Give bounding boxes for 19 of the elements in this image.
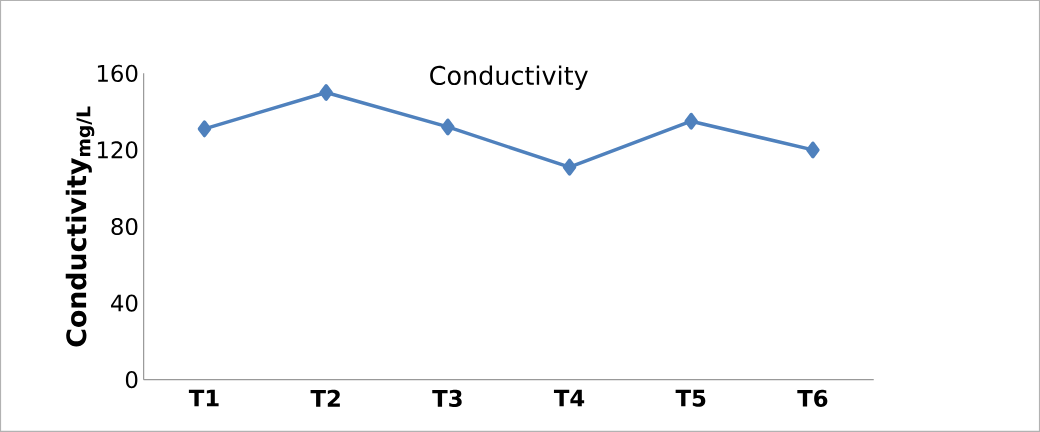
x-tick-label: T1 bbox=[188, 389, 219, 407]
y-axis-title: Conductivity$_{mg/L}$ bbox=[65, 106, 95, 347]
y-tick-label: 0 bbox=[125, 371, 138, 389]
point bbox=[562, 158, 577, 176]
x-tick-label: T3 bbox=[432, 389, 462, 408]
point bbox=[441, 118, 455, 136]
y-tick-label: 120 bbox=[97, 141, 138, 159]
point bbox=[197, 120, 212, 138]
x-tick-label: T6 bbox=[797, 389, 828, 407]
chart-title: Conductivity bbox=[430, 65, 588, 91]
x-tick-label: T2 bbox=[310, 389, 340, 407]
y-tick-label: 40 bbox=[111, 294, 138, 312]
y-tick-label: 160 bbox=[97, 64, 138, 83]
point bbox=[319, 84, 333, 101]
x-tick-label: T4 bbox=[553, 389, 585, 407]
point bbox=[806, 141, 820, 159]
x-tick-label: T5 bbox=[675, 389, 706, 407]
y-tick-label: 80 bbox=[111, 217, 138, 236]
point bbox=[684, 112, 698, 130]
